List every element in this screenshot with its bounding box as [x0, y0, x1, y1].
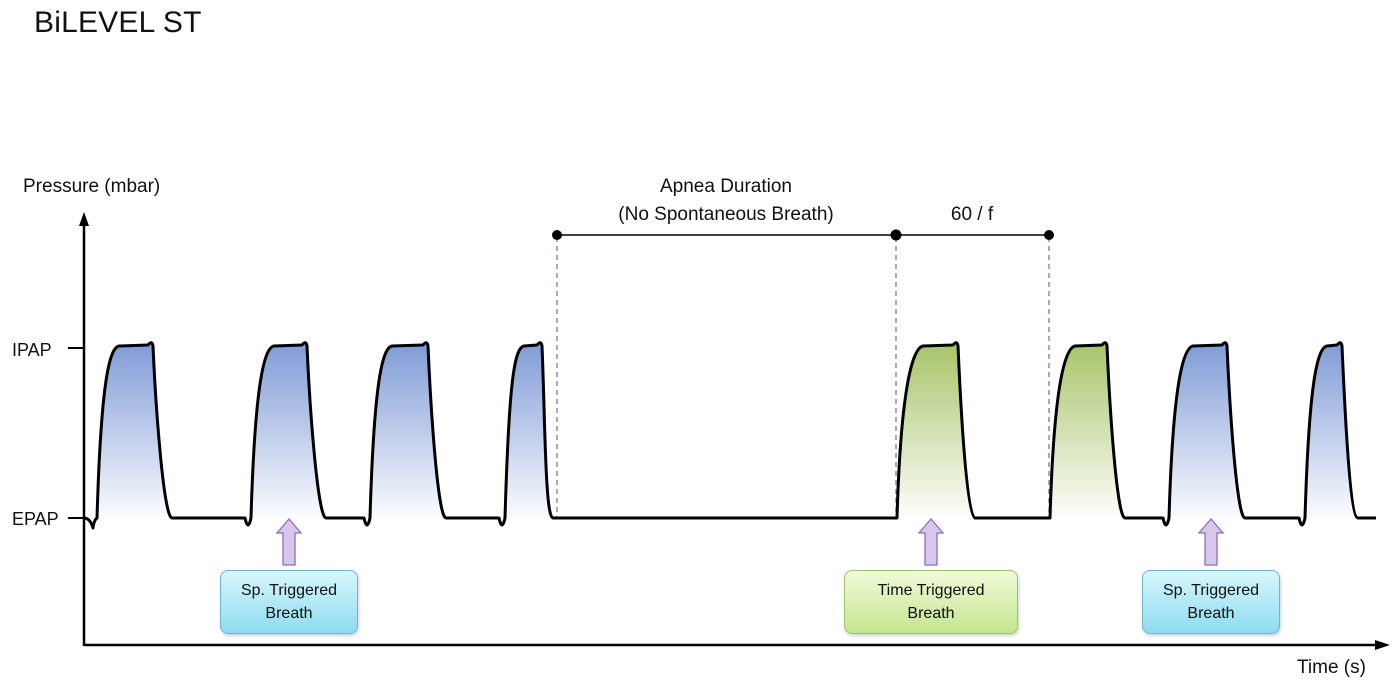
callout-text-line1: Sp. Triggered: [1162, 582, 1260, 599]
x-axis-arrowhead: [1375, 640, 1390, 650]
callout-time-triggered-breath: Time Triggered Breath: [844, 570, 1018, 634]
callout-text-line1: Time Triggered: [877, 582, 985, 599]
diagram-title: BiLEVEL ST: [34, 6, 202, 39]
y-axis-label: Pressure (mbar): [23, 176, 161, 197]
callout-text-line1: Sp. Triggered: [240, 582, 338, 599]
callout-text-line2: Breath: [907, 605, 955, 622]
timed-breath-fill: [1050, 342, 1125, 518]
callout-spontaneous-breath-2: Sp. Triggered Breath: [1142, 570, 1280, 634]
callout-text-line2: Breath: [1187, 605, 1235, 622]
apnea-duration-sublabel: (No Spontaneous Breath): [618, 204, 834, 225]
spontaneous-breath-fill: [97, 342, 172, 518]
ipap-label: IPAP: [12, 340, 52, 360]
timed-breath-fill: [897, 342, 975, 518]
spontaneous-breath-fill: [370, 342, 446, 518]
callout-text-line2: Breath: [265, 605, 313, 622]
apnea-end-dot: [890, 229, 902, 241]
apnea-duration-label: Apnea Duration: [659, 176, 793, 197]
spontaneous-breath-fill: [505, 342, 553, 518]
apnea-start-dot: [552, 230, 562, 240]
epap-label: EPAP: [12, 509, 59, 529]
trigger-arrow-icon: [917, 518, 945, 566]
spontaneous-breath-fill: [1169, 342, 1245, 518]
callout-spontaneous-breath-1: Sp. Triggered Breath: [220, 570, 358, 634]
x-axis-label: Time (s): [1297, 657, 1366, 678]
pressure-waveform: [83, 341, 1376, 530]
trigger-arrow-icon: [1197, 518, 1225, 566]
y-axis-arrowhead: [79, 212, 89, 226]
spontaneous-breath-fill: [1305, 342, 1358, 518]
interval-label: 60 / f: [950, 204, 994, 225]
spontaneous-breath-fill: [251, 342, 326, 518]
trigger-arrow-icon: [275, 518, 303, 566]
interval-end-dot: [1044, 230, 1054, 240]
